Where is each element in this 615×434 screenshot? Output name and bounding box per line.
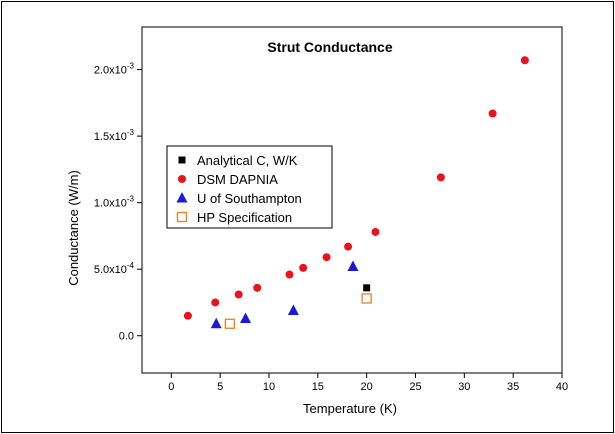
legend-marker — [178, 156, 186, 164]
data-point-hp-specification — [361, 293, 372, 304]
legend-label: U of Southampton — [197, 191, 302, 206]
data-point-dsm-dapnia — [183, 311, 192, 320]
data-point-u-of-southampton — [240, 312, 252, 323]
data-point-dsm-dapnia — [488, 109, 497, 118]
data-point-dsm-dapnia — [520, 56, 529, 65]
legend-box — [166, 145, 333, 229]
chart-title: Strut Conductance — [267, 39, 392, 55]
legend-label: HP Specification — [197, 210, 292, 225]
data-point-dsm-dapnia — [344, 242, 353, 251]
x-tick-label: 20 — [361, 381, 373, 393]
legend-marker — [176, 211, 188, 223]
plot-area — [141, 26, 563, 374]
y-axis-label: Conductance (W/m) — [66, 170, 81, 286]
data-points — [183, 56, 529, 329]
data-point-dsm-dapnia — [285, 270, 294, 279]
x-tick-label: 5 — [217, 381, 223, 393]
data-point-analytical-c-w-k — [363, 284, 371, 292]
x-axis: 0 5 10 15 20 25 30 35 40 — [168, 373, 568, 393]
data-point-hp-specification — [224, 318, 236, 329]
data-point-dsm-dapnia — [436, 173, 445, 182]
x-tick-label: 10 — [263, 381, 275, 393]
x-tick-label: 30 — [458, 381, 470, 393]
legend-marker — [176, 192, 188, 203]
y-tick-label: 1.0x10-3 — [94, 195, 135, 210]
legend-marker — [178, 175, 186, 183]
x-tick-label: 25 — [409, 381, 421, 393]
x-tick-label: 15 — [312, 381, 324, 393]
data-point-dsm-dapnia — [299, 263, 308, 272]
data-point-u-of-southampton — [210, 317, 222, 329]
x-tick-label: 35 — [507, 381, 519, 393]
legend-label: DSM DAPNIA — [197, 172, 278, 187]
y-axis: 0.0 5.0x10-4 1.0x10-3 1.5x10-3 2.0x10-3 — [94, 62, 142, 343]
y-tick-label: 0.0 — [119, 331, 134, 343]
data-point-u-of-southampton — [287, 304, 299, 315]
x-tick-label: 40 — [556, 381, 568, 393]
data-point-u-of-southampton — [347, 260, 359, 272]
legend: Analytical C, W/K DSM DAPNIA U of Southamp… — [166, 145, 333, 229]
x-axis-label: Temperature (K) — [303, 401, 397, 416]
y-tick-label: 2.0x10-3 — [94, 62, 135, 77]
data-point-dsm-dapnia — [371, 227, 380, 236]
legend-label: Analytical C, W/K — [197, 153, 298, 168]
data-point-dsm-dapnia — [234, 290, 243, 299]
data-point-dsm-dapnia — [253, 283, 262, 292]
x-tick-label: 0 — [168, 381, 174, 393]
data-point-dsm-dapnia — [322, 253, 331, 262]
y-tick-label: 1.5x10-3 — [94, 128, 135, 143]
y-tick-label: 5.0x10-4 — [94, 261, 135, 276]
data-point-dsm-dapnia — [211, 298, 220, 307]
